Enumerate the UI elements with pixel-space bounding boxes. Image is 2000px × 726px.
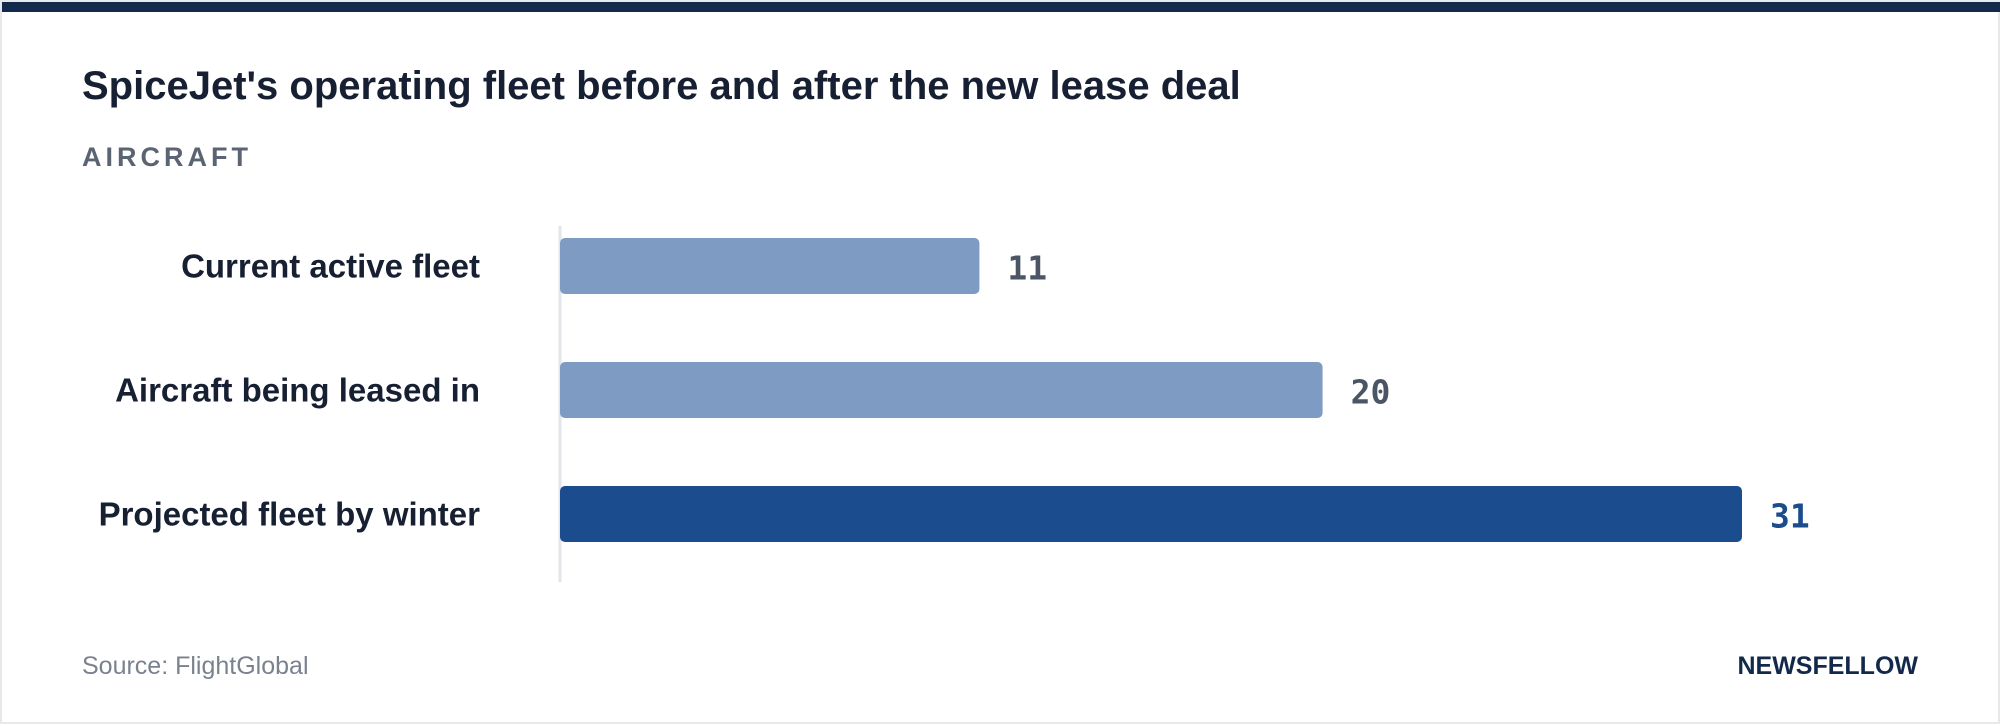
value-label: 20	[1351, 373, 1391, 412]
category-label: Projected fleet by winter	[99, 496, 481, 533]
bar	[560, 362, 1323, 418]
bar	[560, 238, 980, 294]
value-label: 11	[1007, 249, 1047, 288]
category-label: Current active fleet	[181, 248, 480, 285]
top-accent-bar	[2, 2, 2000, 12]
chart-title: SpiceJet's operating fleet before and af…	[82, 64, 1241, 108]
source-note: Source: FlightGlobal	[82, 652, 309, 680]
bar	[560, 486, 1742, 542]
value-label: 31	[1770, 497, 1810, 536]
brand-logo: NEWSFELLOW	[1737, 652, 1918, 680]
category-label: Aircraft being leased in	[115, 372, 480, 409]
chart-subtitle: AIRCRAFT	[82, 142, 252, 172]
